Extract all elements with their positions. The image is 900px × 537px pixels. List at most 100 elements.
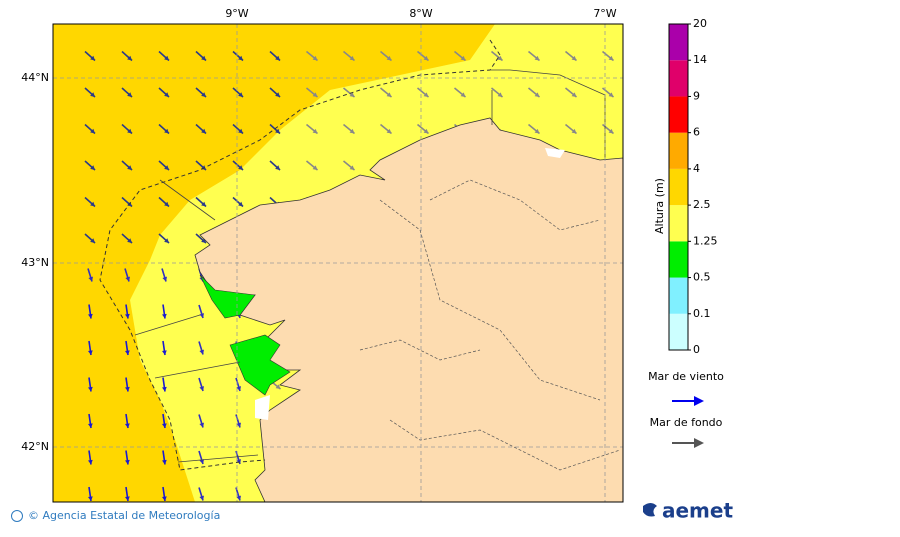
credit-icon (11, 510, 23, 522)
lon-label: 7°W (593, 7, 616, 20)
map-frame (52, 23, 624, 503)
arrowhead (199, 495, 205, 501)
arrowhead (275, 384, 281, 389)
arrowhead (125, 459, 130, 465)
colorbar-segment (669, 60, 688, 97)
arrowhead (199, 422, 205, 428)
arrowhead (127, 55, 132, 61)
arrowhead (312, 165, 318, 170)
arrowhead (386, 55, 392, 61)
swell-arrowhead (694, 438, 704, 448)
arrowhead (201, 238, 206, 243)
arrowhead (88, 276, 94, 282)
no-data (545, 148, 565, 158)
arrowhead (497, 55, 503, 61)
arrowhead (238, 201, 243, 207)
colorbar-label: 14 (693, 53, 707, 66)
arrowhead (164, 201, 169, 207)
arrowhead (236, 495, 242, 501)
arrowhead (236, 386, 242, 391)
colorbar-segment (669, 168, 688, 206)
arrowhead (571, 55, 577, 61)
arrowhead (349, 92, 355, 97)
arrowhead (164, 238, 169, 243)
arrowhead (90, 55, 95, 61)
arrowhead (571, 128, 577, 134)
arrowhead (460, 92, 466, 97)
lat-label: 44°N (21, 71, 49, 84)
arrowhead (386, 128, 392, 134)
arrowhead (423, 128, 429, 134)
map (53, 24, 623, 502)
arrowhead (460, 55, 466, 61)
arrowhead (201, 92, 206, 97)
land (194, 117, 623, 502)
arrowhead (88, 386, 93, 392)
arrowhead (162, 386, 167, 392)
arrowhead (199, 313, 205, 318)
arrowhead (238, 128, 243, 134)
arrowhead (275, 92, 280, 97)
arrowhead (386, 92, 392, 97)
arrowhead (127, 165, 132, 170)
arrowhead (125, 276, 131, 282)
arrowhead (201, 201, 206, 207)
arrowhead (90, 201, 95, 207)
arrowhead (162, 313, 167, 319)
arrowhead (90, 165, 95, 170)
colorbar-segment (669, 132, 688, 169)
colorbar-segment (669, 277, 688, 314)
arrowhead (423, 92, 429, 97)
arrowhead (534, 55, 540, 61)
arrowhead (162, 496, 167, 501)
colorbar-frame (668, 23, 689, 351)
arrowhead (164, 55, 169, 61)
zone-lines (134, 69, 606, 463)
colorbar: 0 0.1 0.5 1.25 2.5 4 6 9 14 20 (668, 17, 718, 356)
arrowhead (127, 128, 132, 134)
arrowhead (127, 92, 132, 97)
arrowhead (608, 92, 614, 97)
arrowhead (125, 350, 130, 355)
arrowhead (534, 92, 540, 97)
arrowhead (571, 92, 577, 97)
arrowhead (164, 92, 169, 97)
colorbar-label: 0.1 (693, 307, 711, 320)
arrowhead (349, 55, 355, 61)
lon-label: 8°W (409, 7, 432, 20)
colorbar-label: 0 (693, 343, 700, 356)
colorbar-label: 1.25 (693, 234, 718, 247)
arrowhead (238, 55, 243, 61)
arrowhead (312, 92, 318, 97)
colorbar-label: 20 (693, 17, 707, 30)
graticule (53, 24, 623, 502)
arrowhead (162, 459, 167, 465)
arrowhead (199, 386, 205, 391)
arrowhead (164, 165, 169, 170)
arrowhead (90, 238, 95, 243)
arrowhead (238, 92, 243, 97)
legend-wind-sea: Mar de viento (648, 370, 724, 383)
arrowhead (349, 128, 355, 134)
zone-boundary (99, 39, 501, 471)
arrowhead (608, 128, 614, 134)
arrowhead (162, 276, 168, 282)
legend-swell: Mar de fondo (650, 416, 723, 429)
arrowhead (275, 128, 280, 134)
arrowhead (312, 55, 318, 61)
arrowhead (125, 423, 130, 428)
logo-mark (643, 503, 657, 517)
arrowhead (125, 386, 130, 392)
arrowhead (162, 423, 167, 428)
logo-text: aemet (662, 499, 733, 523)
colorbar-label: 2.5 (693, 198, 711, 211)
arrowhead (423, 55, 429, 61)
colorbar-segment (669, 241, 688, 278)
arrowhead (88, 496, 93, 501)
arrowhead (201, 128, 206, 134)
arrowhead (497, 92, 503, 97)
colorbar-segment (669, 96, 688, 133)
colorbar-label: 0.5 (693, 271, 711, 284)
arrowhead (236, 459, 242, 464)
